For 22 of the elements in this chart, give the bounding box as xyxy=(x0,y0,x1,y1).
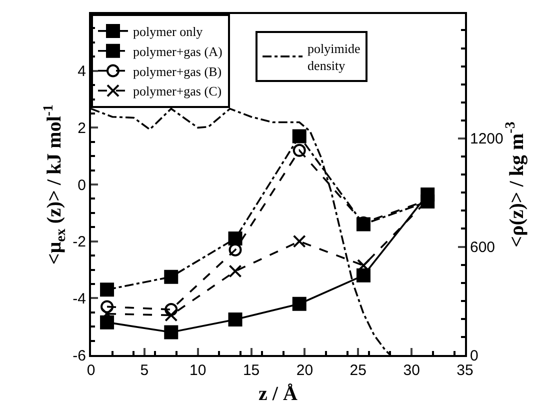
x-tick-label: 30 xyxy=(403,362,420,379)
legend-label: polymer+gas (B) xyxy=(133,64,222,79)
y2-tick-label: 1200 xyxy=(470,130,504,148)
x-tick-label: 10 xyxy=(190,362,206,379)
y-tick-label: 4 xyxy=(78,63,86,80)
legend-label: polyimide density xyxy=(308,41,361,73)
x-tick-label: 35 xyxy=(456,362,474,379)
x-tick-label: 25 xyxy=(350,362,366,379)
x-tick-label: 20 xyxy=(296,362,314,379)
y-tick-label: -2 xyxy=(72,234,86,251)
legend-label: polymer only xyxy=(133,24,204,40)
x-axis-title: z / Å xyxy=(258,383,298,405)
legend-label: polymer+gas (A) xyxy=(133,44,222,59)
y-tick-label: 0 xyxy=(78,176,86,194)
y2-tick-label: 0 xyxy=(470,347,478,364)
y-tick-label: -6 xyxy=(72,347,86,364)
x-tick-label: 5 xyxy=(140,362,149,379)
legend-label: polymer+gas (C) xyxy=(133,84,222,99)
y-tick-label: 2 xyxy=(78,120,86,137)
x-tick-label: 15 xyxy=(242,362,260,379)
y-tick-label: -4 xyxy=(72,290,86,308)
y2-tick-label: 600 xyxy=(470,239,496,256)
